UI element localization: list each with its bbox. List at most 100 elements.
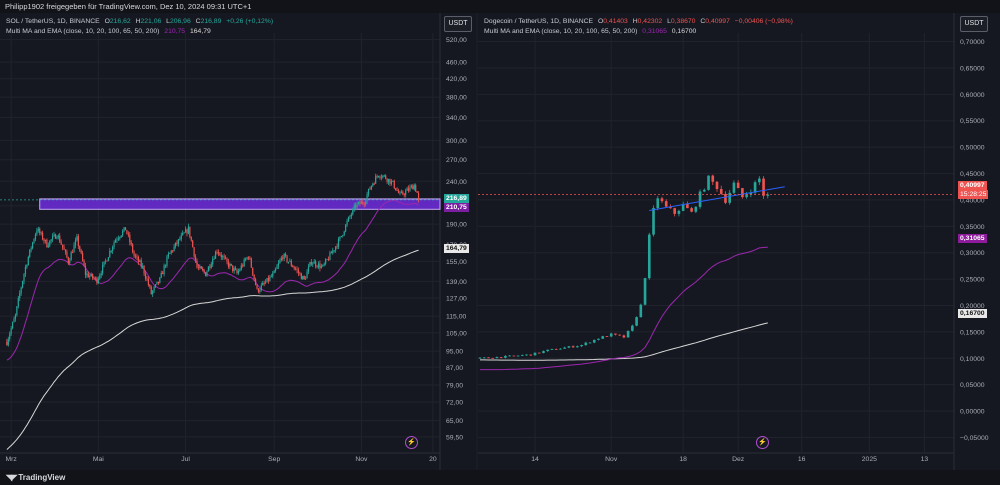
sol-legend: SOL / TetherUS, 1D, BINANCE O216,62 H221… — [6, 17, 273, 37]
sol-candle — [407, 188, 410, 191]
doge-x-tick-label: 13 — [921, 456, 929, 463]
sol-candle — [114, 239, 117, 243]
sol-o-label: O — [104, 18, 110, 25]
sol-candle — [387, 178, 390, 182]
doge-o-label: O — [597, 18, 604, 25]
doge-candle — [478, 357, 482, 359]
sol-candle — [86, 273, 88, 275]
sol-candle — [415, 185, 417, 192]
sol-candle — [47, 245, 49, 248]
sol-chart[interactable]: 520,00 460,00 420,00 380,00 340,00 300,00 270,… — [0, 13, 476, 470]
sol-candle — [103, 261, 105, 265]
doge-change: −0,00406 (−0,98%) — [734, 18, 793, 25]
doge-chart[interactable]: 0,70000 0,65000 0,60000 0,55000 0,50000 0,450… — [478, 13, 1000, 470]
sol-candle — [260, 285, 262, 291]
doge-candle — [660, 198, 664, 202]
sol-candle — [27, 256, 29, 266]
sol-y-tick-label: 190,00 — [446, 222, 467, 229]
sol-y-tick-label: 380,00 — [446, 95, 467, 102]
sol-candle — [174, 242, 177, 247]
sol-candle — [20, 287, 22, 294]
sol-candle — [183, 232, 185, 234]
sol-candle — [339, 237, 341, 239]
doge-candle — [626, 330, 630, 338]
sol-candle — [332, 250, 334, 254]
sol-y-tick-label: 115,00 — [446, 314, 467, 321]
sol-candle — [325, 259, 327, 264]
sol-ma-fast-line — [6, 199, 419, 361]
doge-x-tick-label: 16 — [798, 456, 806, 463]
sol-candle — [21, 281, 24, 288]
sol-candle — [137, 257, 139, 262]
sol-y-tick-label: 87,00 — [446, 365, 463, 372]
doge-candle — [707, 175, 710, 190]
doge-lightning-icon[interactable]: ⚡ — [756, 436, 769, 449]
sol-candle — [290, 261, 292, 266]
sol-candle — [402, 191, 404, 195]
sol-ma-fast-tag: 210,75 — [444, 203, 469, 212]
sol-candle — [237, 271, 240, 274]
sol-lightning-icon[interactable]: ⚡ — [405, 436, 418, 449]
doge-y-tick-label: 0,05000 — [960, 382, 985, 389]
sol-candle — [279, 260, 281, 264]
doge-candle — [487, 357, 490, 359]
doge-candle — [758, 178, 761, 183]
sol-candle — [156, 281, 158, 285]
doge-candle — [669, 206, 672, 209]
doge-y-tick-label: 0,15000 — [960, 329, 985, 336]
sol-chart-panel[interactable]: 520,00 460,00 420,00 380,00 340,00 300,00 270,… — [0, 13, 476, 470]
sol-candle — [219, 253, 221, 255]
sol-candle — [222, 256, 224, 258]
sol-candle — [250, 258, 252, 268]
sol-y-tick-label: 127,00 — [446, 295, 467, 302]
sol-y-tick-label: 460,00 — [446, 60, 467, 67]
sol-candle — [317, 263, 320, 268]
sol-y-tick-label: 520,00 — [446, 37, 467, 44]
sol-candle — [417, 192, 420, 200]
doge-currency-button[interactable]: USDT — [960, 16, 988, 32]
doge-study: Multi MA and EMA (close, 10, 20, 100, 65… — [484, 28, 638, 35]
doge-h-label: H — [632, 18, 638, 25]
doge-candle — [597, 338, 600, 340]
sol-candle — [176, 242, 178, 244]
sol-candle — [273, 270, 275, 274]
sol-candle — [280, 257, 282, 261]
sol-candle — [382, 175, 384, 178]
sol-candle — [220, 254, 222, 258]
sol-candle — [67, 257, 69, 264]
sol-x-tick-label: Sep — [268, 456, 280, 463]
sol-candle — [136, 256, 138, 258]
sol-candle — [343, 231, 345, 235]
sol-candle — [213, 258, 215, 260]
doge-y-tick-label: 0,65000 — [960, 65, 985, 72]
sol-candle — [16, 306, 18, 315]
sol-candle — [144, 273, 147, 279]
sol-candle — [127, 233, 129, 235]
sol-candle — [326, 259, 328, 261]
doge-chart-panel[interactable]: 0,70000 0,65000 0,60000 0,55000 0,50000 0,450… — [478, 13, 1000, 470]
doge-candle — [719, 189, 723, 194]
doge-candle — [673, 208, 676, 214]
doge-candle — [576, 346, 579, 348]
sol-y-tick-label: 72,00 — [446, 399, 463, 406]
tradingview-logo[interactable]: ◥◤ TradingView — [6, 473, 66, 482]
sol-candle — [134, 255, 137, 257]
sol-currency-button[interactable]: USDT — [444, 16, 472, 32]
sol-candle — [299, 272, 301, 274]
sol-candle — [234, 268, 237, 270]
sol-candle — [163, 265, 165, 275]
doge-x-tick-label: 14 — [531, 456, 539, 463]
sol-candle — [79, 246, 81, 251]
sol-y-tick-label: 105,00 — [446, 330, 467, 337]
sol-candle — [370, 185, 372, 190]
sol-close: 216,89 — [200, 18, 222, 25]
doge-candle — [584, 342, 588, 346]
sol-candle — [133, 251, 135, 256]
doge-candle — [559, 348, 562, 350]
sol-candle — [333, 250, 335, 252]
doge-candle — [652, 207, 655, 235]
sol-candle — [244, 259, 247, 261]
sol-candle — [84, 265, 87, 275]
sol-candle — [254, 279, 257, 286]
sol-candle — [173, 246, 175, 251]
